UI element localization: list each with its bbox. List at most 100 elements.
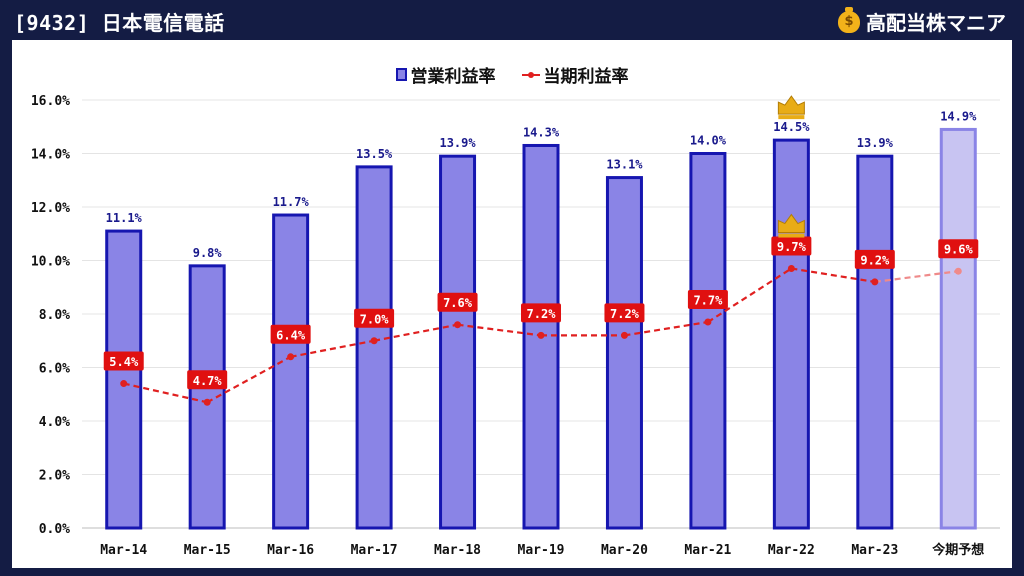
money-bag-icon: $	[838, 6, 860, 33]
line-segment-net-margin	[290, 339, 375, 358]
point-net-margin	[954, 267, 962, 275]
x-tick-label: Mar-19	[518, 543, 565, 558]
x-tick-label: Mar-21	[684, 543, 731, 558]
point-value-label: 4.7%	[193, 374, 223, 388]
legend-label-operating-margin: 営業利益率	[410, 67, 496, 87]
crown-icon	[777, 95, 805, 115]
legend-item-operating-margin: 営業利益率	[395, 62, 496, 87]
x-tick-label: Mar-20	[601, 543, 648, 558]
point-value-label: 5.4%	[109, 355, 139, 369]
x-tick-label: Mar-16	[267, 543, 314, 558]
point-value-label: 9.6%	[944, 243, 974, 257]
point-value-label: 7.2%	[527, 307, 557, 321]
y-tick-label: 12.0%	[31, 201, 70, 216]
bar-value-label: 14.0%	[690, 134, 727, 148]
y-tick-label: 0.0%	[39, 522, 70, 537]
bar-operating-margin	[188, 264, 226, 530]
point-label-box	[687, 290, 728, 310]
chart-plot: 0.0% 2.0% 4.0% 6.0% 8.0% 10.0% 12.0% 14.0% 16.0%…	[31, 94, 1000, 558]
brand-name: 高配当株マニア	[866, 11, 1006, 35]
legend-label-net-margin: 当期利益率	[543, 67, 629, 87]
bar-operating-margin	[272, 213, 310, 530]
line-segment-net-margin	[373, 323, 458, 342]
x-tick-label: Mar-14	[100, 543, 147, 558]
y-tick-label: 2.0%	[39, 469, 70, 484]
bar-operating-margin	[772, 138, 810, 530]
bar-operating-margin	[605, 176, 643, 530]
line-segment-net-margin	[791, 267, 875, 283]
bar-operating-margin	[689, 152, 727, 530]
point-label-box	[187, 370, 228, 390]
bar-value-label: 11.7%	[273, 195, 310, 209]
point-value-label: 7.0%	[360, 312, 390, 326]
point-net-margin	[287, 353, 295, 361]
point-net-margin	[620, 331, 628, 339]
bar-value-label: 14.9%	[940, 109, 977, 123]
bar-value-label: 9.8%	[193, 246, 223, 260]
y-tick-label: 6.0%	[39, 362, 70, 377]
x-tick-label: Mar-17	[351, 543, 398, 558]
x-tick-label: Mar-23	[851, 543, 898, 558]
crown-icon-base	[778, 233, 805, 238]
header-bar: [9432] 日本電信電話 $ 高配当株マニア	[0, 0, 1024, 40]
line-segment-net-margin	[123, 382, 208, 404]
bar-value-label: 13.9%	[439, 136, 476, 150]
point-label-box	[103, 351, 144, 371]
crown-icon	[777, 213, 805, 234]
bar-operating-margin	[105, 229, 143, 530]
point-net-margin	[704, 318, 712, 326]
point-label-box	[938, 239, 979, 259]
legend-item-net-margin: 当期利益率	[521, 62, 629, 87]
point-value-label: 7.7%	[693, 294, 723, 308]
bar-operating-margin	[939, 127, 977, 530]
point-label-box	[270, 324, 311, 344]
point-label-box	[854, 249, 895, 269]
legend-line-swatch	[521, 69, 540, 81]
bar-value-label: 13.1%	[606, 158, 643, 172]
point-net-margin	[454, 321, 462, 329]
crown-icon-base	[778, 115, 805, 120]
y-tick-label: 10.0%	[31, 255, 70, 270]
y-tick-label: 4.0%	[39, 415, 70, 430]
line-segment-net-margin	[457, 323, 542, 337]
line-segment-net-margin	[624, 320, 709, 337]
bar-operating-margin	[439, 154, 477, 530]
chart-panel: 営業利益率 当期利益率 0.0% 2.0% 4.0% 6.0% 8.0% 10.0% 12.…	[12, 40, 1012, 568]
bar-operating-margin	[856, 154, 894, 530]
point-label-box	[521, 303, 561, 323]
point-net-margin	[537, 331, 545, 339]
bar-value-label: 11.1%	[106, 211, 143, 225]
bar-operating-margin	[355, 165, 393, 530]
point-value-label: 7.2%	[610, 307, 640, 321]
point-net-margin	[203, 398, 211, 406]
point-value-label: 6.4%	[276, 328, 306, 342]
bar-value-label: 14.5%	[773, 120, 810, 134]
y-tick-label: 8.0%	[39, 308, 70, 323]
point-net-margin	[871, 278, 879, 286]
x-tick-label: Mar-15	[184, 543, 231, 558]
point-label-box	[437, 292, 478, 312]
bar-value-label: 13.5%	[356, 147, 393, 161]
y-tick-label: 14.0%	[31, 148, 70, 163]
x-tick-label: Mar-18	[434, 543, 481, 558]
point-value-label: 9.7%	[777, 240, 807, 254]
point-label-box	[354, 308, 395, 328]
x-tick-label: 今期予想	[931, 542, 984, 558]
point-value-label: 9.2%	[860, 253, 890, 267]
point-net-margin	[370, 337, 378, 345]
point-label-box	[604, 303, 645, 323]
bar-value-label: 13.9%	[857, 136, 894, 150]
point-label-box	[771, 236, 812, 256]
chart-legend: 営業利益率 当期利益率	[12, 62, 1012, 87]
line-segment-net-margin	[707, 267, 792, 323]
x-tick-label: Mar-22	[768, 543, 815, 558]
line-segment-net-margin	[206, 355, 292, 404]
brand-logo: $ 高配当株マニア	[838, 6, 1006, 36]
point-value-label: 7.6%	[443, 296, 473, 310]
point-net-margin	[120, 380, 128, 388]
legend-bar-swatch	[395, 68, 407, 81]
stock-title: [9432] 日本電信電話	[14, 11, 225, 35]
point-net-margin	[787, 265, 795, 273]
y-tick-label: 16.0%	[31, 94, 70, 109]
